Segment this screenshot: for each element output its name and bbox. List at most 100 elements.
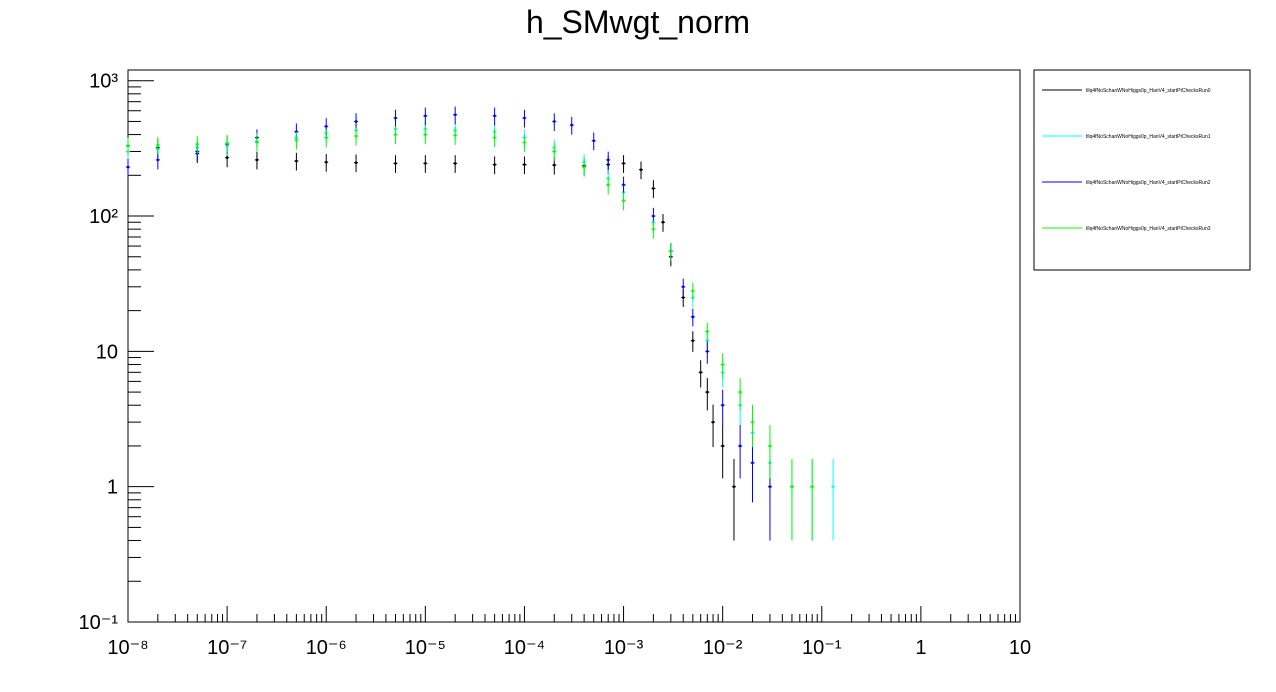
data-point	[711, 420, 715, 424]
data-point	[661, 220, 665, 224]
data-point	[582, 165, 586, 169]
data-point	[552, 150, 556, 153]
data-point	[721, 363, 724, 366]
x-tick-label: 1	[915, 637, 926, 659]
x-tick-label: 10⁻²	[703, 637, 743, 659]
data-point	[523, 141, 526, 144]
data-point	[652, 187, 655, 190]
legend-entry: tllq4fNoSchanWNoHiggs0p_HanV4_startPtChe…	[1086, 88, 1211, 94]
data-point	[681, 296, 685, 299]
data-point	[552, 120, 556, 123]
data-point	[493, 136, 496, 139]
data-point	[394, 116, 397, 120]
series-1	[126, 120, 836, 541]
data-point	[394, 133, 397, 136]
y-tick-label: 1	[107, 477, 118, 499]
x-tick-label: 10⁻⁶	[306, 637, 347, 659]
legend: tllq4fNoSchanWNoHiggs0p_HanV4_startPtChe…	[1033, 69, 1251, 271]
y-tick-label: 10⁻¹	[79, 612, 119, 634]
legend-entry: tllq4fNoSchanWNoHiggs0p_HanV4_startPtChe…	[1086, 180, 1211, 186]
data-point	[295, 159, 298, 163]
data-point	[156, 158, 160, 162]
data-series	[126, 106, 836, 541]
data-point	[354, 120, 358, 123]
data-point	[751, 420, 754, 424]
x-tick-label: 10⁻¹	[802, 637, 842, 659]
data-point	[424, 133, 427, 136]
data-point	[523, 116, 526, 120]
y-axis: 10⁻¹ 1 10 10² 10³	[79, 71, 154, 634]
data-point	[523, 163, 526, 166]
data-point	[156, 143, 160, 147]
plot-frame	[127, 69, 1021, 623]
data-point	[195, 142, 199, 146]
chart-title: h_SMwgt_norm	[525, 4, 751, 40]
data-point	[652, 227, 655, 231]
data-point	[721, 403, 724, 407]
data-point	[592, 139, 596, 143]
data-point	[225, 156, 229, 159]
data-point	[570, 123, 574, 127]
data-point	[738, 390, 742, 394]
x-tick-label: 10	[1009, 637, 1031, 659]
data-point	[394, 162, 397, 165]
data-point	[453, 162, 457, 165]
data-point	[669, 249, 673, 253]
data-point	[255, 140, 259, 143]
series-0	[126, 137, 736, 541]
data-point	[768, 485, 772, 488]
y-tick-label: 10³	[89, 71, 118, 93]
plot-frame-rect	[127, 69, 1021, 623]
data-point	[691, 289, 695, 293]
data-point	[552, 163, 556, 167]
data-point	[721, 444, 724, 448]
data-point	[652, 214, 655, 218]
data-point	[606, 158, 610, 162]
x-tick-label: 10⁻³	[604, 637, 644, 659]
data-point	[706, 390, 709, 394]
legend-entry: tllq4fNoSchanWNoHiggs0p_HanV4_startPtChe…	[1086, 226, 1211, 232]
data-point	[424, 114, 427, 118]
data-point	[493, 114, 496, 118]
data-point	[738, 444, 742, 448]
series-3	[126, 126, 815, 541]
data-point	[126, 144, 130, 148]
legend-entry: tllq4fNoSchanWNoHiggs0p_HanV4_startPtChe…	[1086, 134, 1211, 140]
data-point	[126, 165, 130, 169]
y-tick-label: 10	[96, 341, 118, 363]
data-point	[354, 134, 358, 138]
data-point	[622, 183, 625, 187]
x-tick-label: 10⁻⁵	[405, 637, 446, 659]
data-point	[453, 113, 457, 117]
data-point	[751, 461, 754, 465]
data-point	[732, 485, 736, 488]
data-point	[354, 161, 358, 164]
data-point	[622, 162, 625, 165]
data-point	[255, 158, 259, 162]
data-point	[324, 136, 328, 139]
data-point	[699, 371, 702, 374]
data-point	[681, 285, 685, 289]
data-point	[324, 125, 328, 128]
data-point	[810, 485, 814, 488]
legend-box	[1033, 69, 1251, 271]
x-tick-label: 10⁻⁴	[504, 637, 545, 659]
data-point	[706, 330, 709, 333]
data-point	[691, 339, 695, 342]
x-axis: 10⁻⁸ 10⁻⁷ 10⁻⁶ 10⁻⁵ 10⁻⁴ 10⁻³ 10⁻² 10⁻¹ 1 10	[107, 606, 1031, 659]
data-point	[831, 485, 835, 488]
data-point	[493, 163, 496, 166]
data-point	[706, 350, 709, 353]
data-point	[295, 138, 298, 142]
data-point	[225, 141, 229, 145]
data-point	[606, 183, 610, 187]
data-point	[691, 315, 695, 319]
series-2	[126, 106, 772, 541]
x-tick-label: 10⁻⁷	[207, 637, 247, 659]
x-tick-label: 10⁻⁸	[107, 637, 148, 659]
data-point	[453, 134, 457, 137]
data-point	[622, 199, 625, 202]
data-point	[424, 162, 427, 165]
y-tick-label: 10²	[89, 206, 118, 228]
